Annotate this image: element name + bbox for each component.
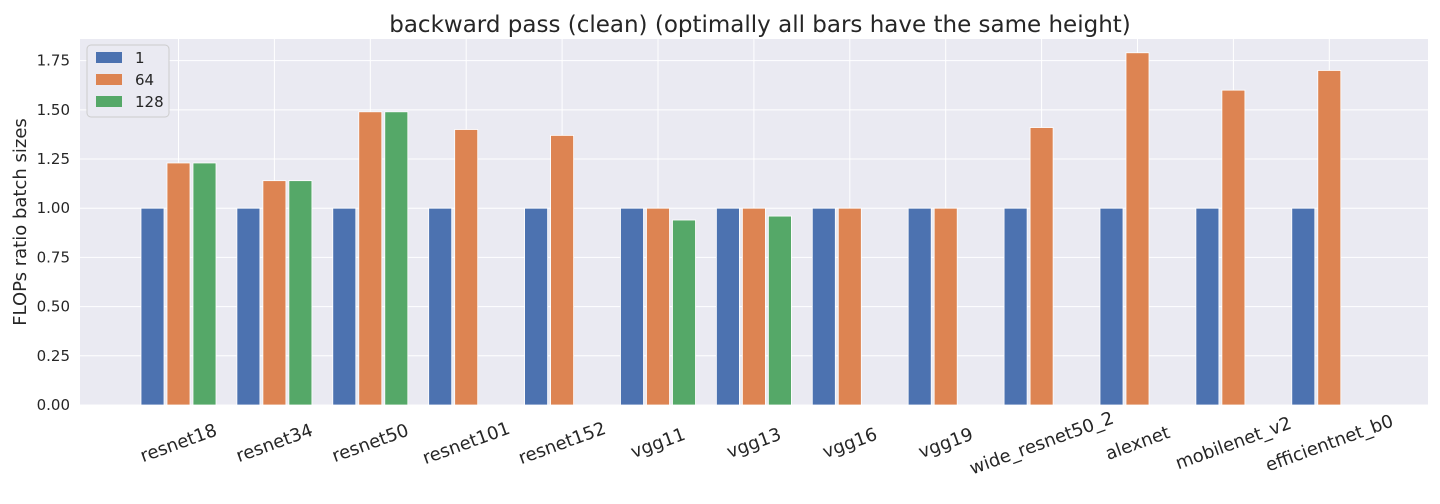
x-tick-label: vgg16 xyxy=(820,424,880,463)
x-tick-label: vgg11 xyxy=(628,424,688,463)
bar-resnet101-series-1 xyxy=(428,207,453,406)
bar-resnet101-series-64 xyxy=(454,129,479,406)
legend: 1 64 128 xyxy=(86,44,170,118)
bar-efficientnet_b0-series-64 xyxy=(1317,70,1342,406)
legend-swatch-1 xyxy=(96,52,122,63)
y-tick-label: 0.00 xyxy=(37,396,70,414)
bar-vgg16-series-64 xyxy=(837,207,862,406)
bar-resnet34-series-1 xyxy=(236,207,261,406)
bar-vgg19-series-1 xyxy=(907,207,932,406)
x-tick-label: resnet50 xyxy=(329,420,411,467)
y-tick-label: 1.50 xyxy=(37,101,70,119)
bar-vgg11-series-1 xyxy=(620,207,644,406)
y-tick-label: 0.75 xyxy=(37,248,70,266)
y-tick-label: 1.25 xyxy=(37,150,70,168)
x-axis-ticks: resnet18 resnet34 resnet50 resnet101 resnet1… xyxy=(138,408,1397,480)
y-tick-label: 1.00 xyxy=(37,199,70,217)
y-tick-label: 1.75 xyxy=(37,52,70,70)
x-tick-label: resnet18 xyxy=(138,420,220,467)
bar-resnet50-series-128 xyxy=(384,111,409,406)
bar-wide_resnet50_2-series-1 xyxy=(1003,207,1028,406)
bar-vgg11-series-128 xyxy=(672,219,696,406)
bar-vgg19-series-64 xyxy=(933,207,958,406)
x-tick-label: vgg13 xyxy=(724,424,784,463)
bar-efficientnet_b0-series-1 xyxy=(1291,207,1316,406)
legend-label-64: 64 xyxy=(135,71,154,89)
bar-vgg16-series-1 xyxy=(811,207,836,406)
bar-resnet152-series-64 xyxy=(550,135,574,406)
bar-vgg13-series-128 xyxy=(768,215,792,406)
bar-mobilenet_v2-series-1 xyxy=(1195,207,1220,406)
bar-vgg13-series-64 xyxy=(742,207,766,406)
y-axis-label: FLOPs ratio batch sizes xyxy=(10,118,31,326)
x-tick-label: wide_resnet50_2 xyxy=(967,408,1117,480)
bar-resnet50-series-1 xyxy=(332,207,357,406)
bar-resnet152-series-1 xyxy=(524,207,548,406)
bar-resnet34-series-128 xyxy=(288,180,313,406)
bar-mobilenet_v2-series-64 xyxy=(1221,89,1246,406)
bar-resnet50-series-64 xyxy=(358,111,383,406)
legend-label-1: 1 xyxy=(135,49,145,67)
bar-alexnet-series-1 xyxy=(1099,207,1124,406)
bar-vgg11-series-64 xyxy=(646,207,670,406)
legend-label-128: 128 xyxy=(135,93,164,111)
bar-alexnet-series-64 xyxy=(1125,52,1150,406)
bar-resnet18-series-64 xyxy=(166,162,191,406)
bar-resnet18-series-128 xyxy=(192,162,217,406)
x-tick-label: resnet101 xyxy=(420,418,513,469)
x-tick-label: vgg19 xyxy=(916,424,976,463)
legend-swatch-128 xyxy=(96,96,122,107)
legend-swatch-64 xyxy=(96,74,122,85)
chart-title: backward pass (clean) (optimally all bar… xyxy=(389,12,1131,38)
bars xyxy=(140,52,1342,406)
y-axis-ticks: 0.00 0.25 0.50 0.75 1.00 1.25 1.50 1.75 xyxy=(37,52,70,414)
bar-resnet34-series-64 xyxy=(262,180,287,406)
x-tick-label: resnet34 xyxy=(233,420,315,467)
y-tick-label: 0.50 xyxy=(37,298,70,316)
bar-vgg13-series-1 xyxy=(716,207,740,406)
y-tick-label: 0.25 xyxy=(37,347,70,365)
bar-resnet18-series-1 xyxy=(140,207,165,406)
x-tick-label: resnet152 xyxy=(516,418,609,469)
bar-wide_resnet50_2-series-64 xyxy=(1029,127,1054,406)
